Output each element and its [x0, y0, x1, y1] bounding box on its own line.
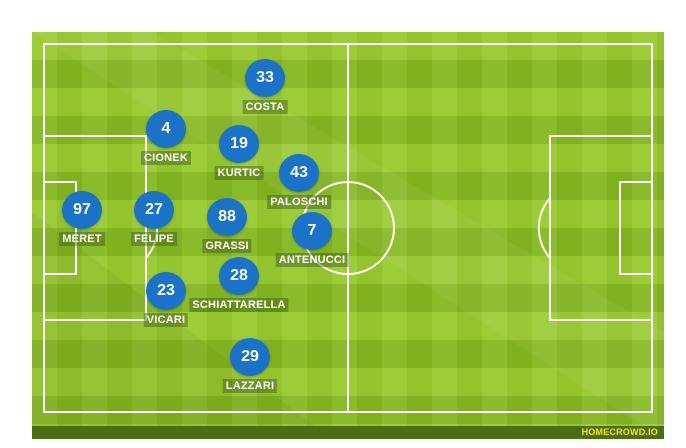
- player-name: GRASSI: [202, 239, 252, 253]
- player-number: 97: [62, 191, 102, 229]
- player-number: 27: [134, 191, 174, 229]
- player-number: 33: [245, 59, 285, 97]
- player-name: FELIPE: [131, 232, 177, 246]
- player-name: PALOSCHI: [267, 195, 331, 209]
- football-pitch: 33 COSTA 4 CIONEK 19 KURTIC 43 PALOSCHI …: [32, 32, 664, 439]
- player-number: 4: [146, 110, 186, 148]
- player-number: 28: [219, 257, 259, 295]
- player-name: LAZZARI: [222, 379, 278, 393]
- player-number: 19: [219, 125, 259, 163]
- player-name: SCHIATTARELLA: [189, 298, 289, 312]
- player-name: CIONEK: [141, 151, 191, 165]
- player-name: ANTENUCCI: [275, 253, 349, 267]
- brand-bar: HOMECROWD.IO: [32, 426, 664, 439]
- brand-watermark[interactable]: HOMECROWD.IO: [581, 427, 658, 437]
- player-name: KURTIC: [214, 166, 264, 180]
- player-number: 23: [146, 272, 186, 310]
- player-number: 7: [292, 212, 332, 250]
- player-name: VICARI: [143, 313, 189, 327]
- player-number: 88: [207, 198, 247, 236]
- player-name: COSTA: [242, 100, 288, 114]
- player-number: 29: [230, 338, 270, 376]
- player-number: 43: [279, 154, 319, 192]
- pitch-markings: [32, 32, 664, 439]
- player-name: MERET: [59, 232, 105, 246]
